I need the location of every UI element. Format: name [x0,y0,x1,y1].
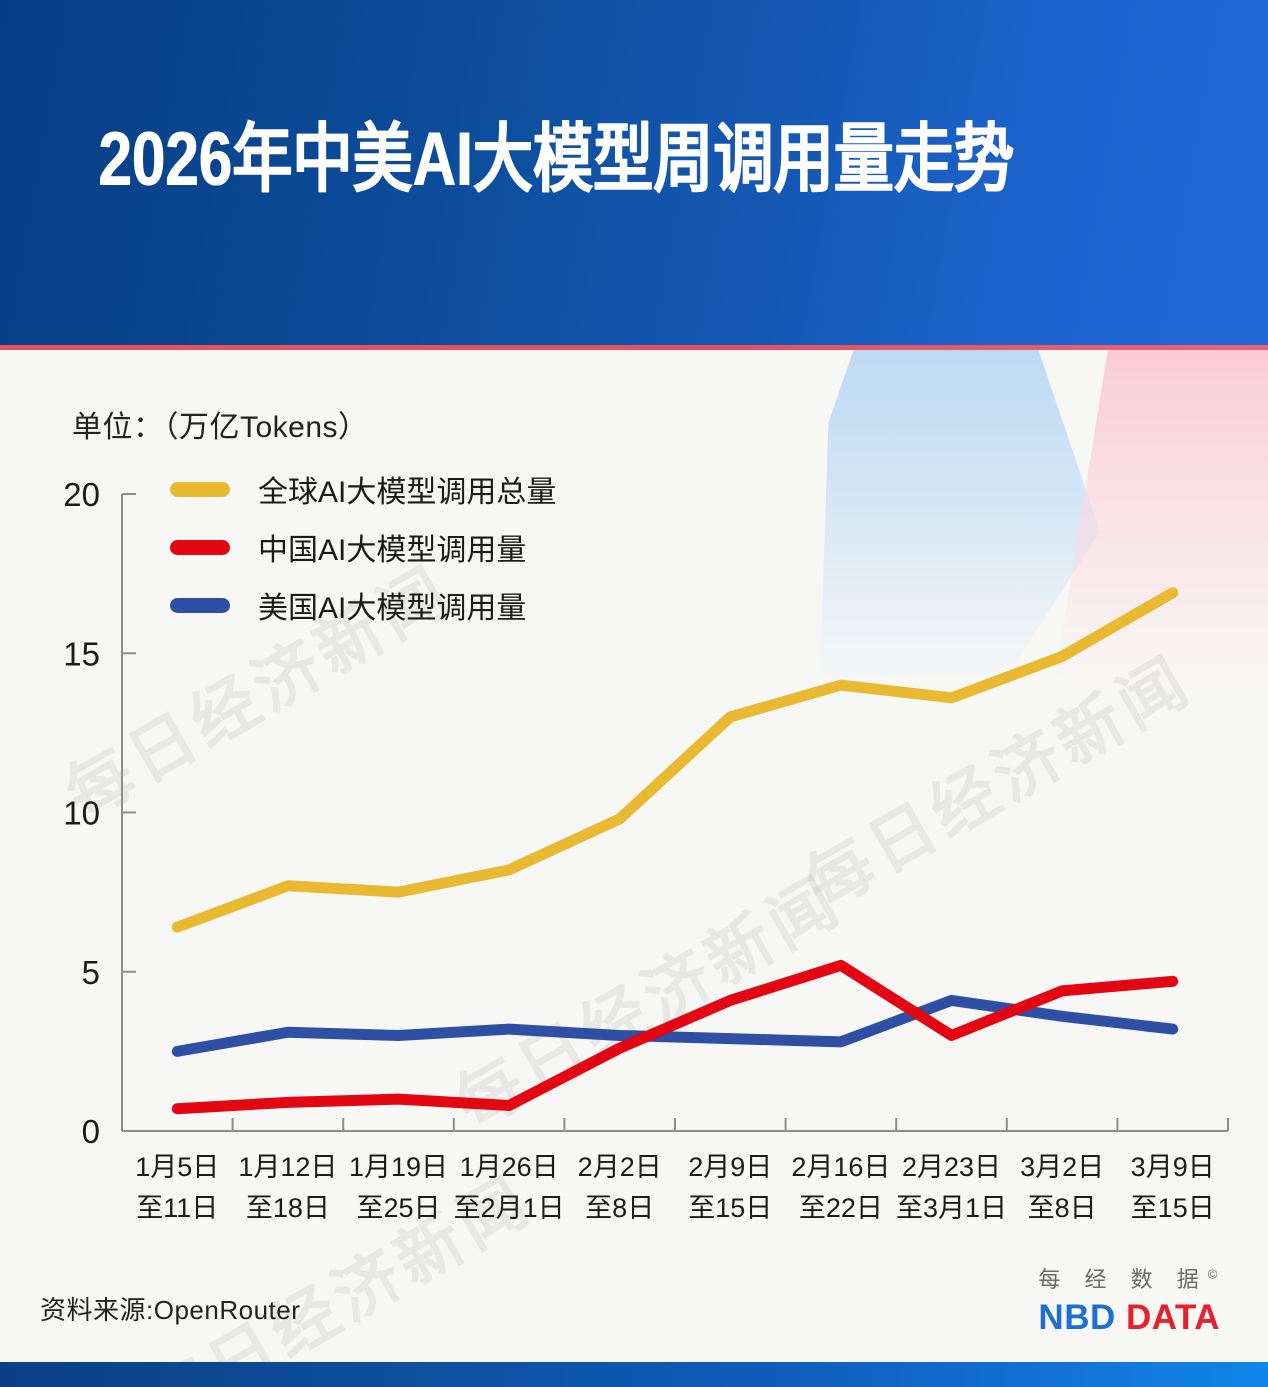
page-footer: 资料来源:OpenRouter 每 经 数 据© NBD DATA [0,1240,1268,1362]
bottom-accent-bar [0,1362,1268,1387]
source-note: 资料来源:OpenRouter [40,1295,301,1325]
svg-text:3月9日: 3月9日 [1131,1152,1215,1182]
svg-text:至8日: 至8日 [585,1193,654,1223]
svg-text:3月2日: 3月2日 [1020,1152,1104,1182]
svg-text:至15日: 至15日 [1131,1193,1215,1223]
svg-text:至25日: 至25日 [356,1193,440,1223]
svg-text:2月2日: 2月2日 [578,1152,662,1182]
legend-label-china: 中国AI大模型调用量 [258,534,527,567]
legend-label-usa: 美国AI大模型调用量 [258,592,527,625]
svg-text:20: 20 [63,476,100,513]
brand-nbd-text: NBD [1038,1298,1116,1337]
svg-text:1月19日: 1月19日 [349,1152,448,1182]
svg-text:2月9日: 2月9日 [688,1152,772,1182]
svg-text:1月12日: 1月12日 [238,1152,337,1182]
svg-text:至2月1日: 至2月1日 [454,1193,565,1223]
svg-text:15: 15 [63,635,100,672]
svg-text:至22日: 至22日 [799,1193,883,1223]
legend-swatch-china [170,539,230,555]
header-divider [0,345,1268,350]
legend-label-global: 全球AI大模型调用总量 [258,476,557,509]
legend-item-usa: 美国AI大模型调用量 [170,576,556,634]
page-title: 2026年中美AI大模型周调用量走势 [98,117,1014,202]
legend-item-global: 全球AI大模型调用总量 [170,460,556,518]
chart-legend: 全球AI大模型调用总量 中国AI大模型调用量 美国AI大模型调用量 [170,460,556,634]
svg-text:0: 0 [82,1113,100,1150]
brand-english-name: NBD DATA [1038,1298,1220,1338]
svg-text:10: 10 [63,795,100,832]
legend-swatch-global [170,481,230,497]
unit-label: 单位：（万亿Tokens） [72,411,369,444]
svg-text:1月26日: 1月26日 [460,1152,559,1182]
chart-axes [121,493,1229,1132]
brand-logo: 每 经 数 据© NBD DATA [1038,1262,1220,1338]
y-axis-labels: 0 5 10 15 20 [63,476,100,1150]
copyright-icon: © [1207,1266,1218,1282]
brand-chinese-name: 每 经 数 据© [1038,1262,1220,1294]
svg-text:2月23日: 2月23日 [902,1152,1001,1182]
svg-text:至8日: 至8日 [1028,1193,1097,1223]
svg-text:至15日: 至15日 [688,1193,772,1223]
brand-data-text: DATA [1125,1298,1220,1337]
svg-text:1月5日: 1月5日 [135,1152,219,1182]
svg-text:至18日: 至18日 [246,1193,330,1223]
svg-text:2月16日: 2月16日 [791,1152,890,1182]
legend-swatch-usa [170,597,230,613]
brand-cn-text: 每 经 数 据 [1038,1267,1208,1292]
svg-text:至11日: 至11日 [136,1193,218,1223]
chart-board: 每日经济新闻 每日经济新闻 每日经济新闻 每日经济新闻 单位：（万亿Tokens… [0,350,1268,1362]
legend-item-china: 中国AI大模型调用量 [170,518,556,576]
chart-series [171,587,1179,1115]
svg-text:至3月1日: 至3月1日 [896,1193,1007,1223]
page-header: 2026年中美AI大模型周调用量走势 [0,0,1268,345]
svg-text:5: 5 [82,954,100,991]
